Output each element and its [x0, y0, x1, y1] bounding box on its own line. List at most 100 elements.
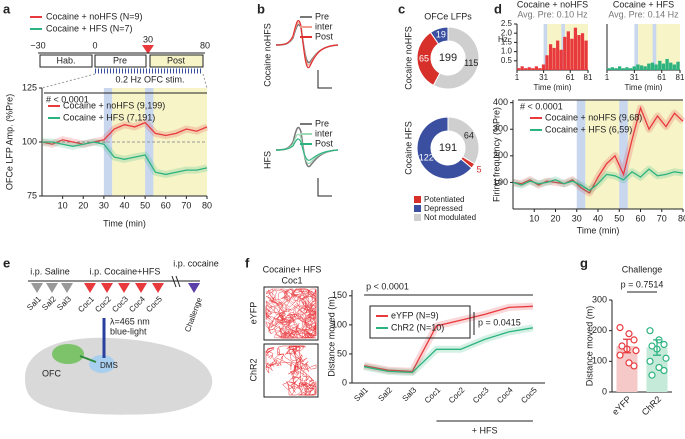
pie-total: 199: [439, 52, 457, 64]
row-label: Cocaine noHFS: [262, 23, 272, 87]
annotation: p = 0.0415: [478, 317, 521, 327]
legend-text: Cocaine + noHFS (9,199): [63, 100, 165, 110]
x-tick-label: 10: [529, 213, 539, 223]
histogram-bar: [545, 55, 549, 70]
legend-text: Pre: [315, 118, 329, 128]
hfs-marker: [142, 45, 154, 54]
x-tick-label: 80: [678, 213, 685, 223]
trajectory: [265, 288, 317, 339]
x-tick-label: Coc2: [447, 385, 467, 405]
legend-text: Not modulated: [424, 213, 476, 222]
row-label: Cocaine noHFS: [403, 26, 413, 90]
y-tick-label: 1.0: [501, 47, 513, 56]
data-point: [625, 330, 633, 338]
data-point: [630, 336, 638, 344]
session-label: Coc4: [127, 294, 147, 314]
break-mark: [175, 275, 181, 288]
histogram-bar: [520, 66, 524, 70]
pie-value-label: 122: [419, 153, 434, 163]
histogram-bar: [614, 68, 618, 70]
y-tick-label: 75: [27, 190, 37, 200]
histogram-bar: [617, 66, 622, 70]
chart-title: Challenge: [622, 264, 663, 274]
shaded-band: [576, 100, 586, 209]
histogram-bar: [628, 68, 633, 70]
track-session: Coc1: [281, 275, 302, 285]
legend-swatch: [414, 196, 421, 203]
histogram-bar: [531, 68, 535, 70]
histogram-bar: [661, 63, 666, 70]
legend-text: Cocaine + HFS (7,191): [63, 112, 155, 122]
y-axis-label: Distance moved (m): [584, 306, 594, 387]
panel-letter: e: [3, 255, 10, 270]
legend-text: Potentiated: [424, 195, 464, 204]
injection-marker: [101, 283, 113, 293]
x-tick-label: Coc5: [519, 385, 539, 405]
phase-box: [149, 54, 204, 68]
y-tick-label: 1.5: [501, 38, 513, 47]
data-point: [646, 357, 654, 365]
histogram-bar: [559, 49, 563, 70]
x-tick-label: Sal1: [352, 385, 370, 403]
annotation: # < 0.0001: [46, 94, 89, 104]
x-tick-label: 70: [657, 213, 667, 223]
y-axis-label: Distance moved (m): [326, 296, 336, 377]
histogram-bar: [534, 66, 538, 70]
y-tick-label: 125: [22, 82, 37, 92]
schematic-label: blue-light: [110, 326, 147, 336]
data-point: [616, 351, 624, 359]
phase-label: Post: [167, 55, 186, 65]
timeline-tick: 0: [92, 40, 97, 50]
histogram-bar: [517, 68, 521, 70]
histogram-bar: [584, 40, 588, 70]
shaded-band: [652, 24, 657, 70]
histogram-bar: [577, 35, 581, 70]
pie-value-label: 65: [419, 54, 429, 64]
annotation: + HFS: [472, 425, 498, 435]
chart-title: Cocaine + noHFS: [517, 0, 588, 9]
y-tick-label: 100: [22, 136, 37, 146]
histogram-bar: [548, 44, 553, 70]
chart-subtitle: Avg. Pre: 0.14 Hz: [608, 9, 679, 19]
panel-letter: d: [494, 1, 502, 16]
y-tick-label: 100: [332, 319, 347, 329]
chart-title: Cocaine + HFS: [613, 0, 674, 9]
data-point: [660, 340, 668, 349]
pie-value-label: 115: [464, 58, 478, 68]
session-label: Challenge: [183, 296, 204, 333]
legend-text: Post: [315, 31, 334, 41]
x-tick-label: Coc3: [471, 385, 491, 405]
y-tick-label: 0: [602, 386, 607, 396]
histogram-bar: [566, 31, 570, 70]
injection-marker: [152, 283, 164, 293]
histogram-bar: [538, 68, 542, 70]
x-tick-label: 20: [550, 213, 560, 223]
pie-segment: [416, 116, 473, 180]
legend-text: Pre: [315, 11, 329, 21]
histogram-bar: [610, 67, 614, 70]
timeline-tick: −30: [30, 40, 45, 50]
session-label: Coc3: [110, 294, 130, 314]
injection-marker: [61, 283, 73, 293]
x-tick-label: 80: [202, 200, 212, 210]
schematic-label: i.p. Cocaine+HFS: [90, 266, 161, 276]
x-tick-label: 40: [593, 213, 603, 223]
y-axis-label: Firing frequency (%Pre): [491, 107, 501, 202]
histogram-bar: [676, 61, 680, 70]
annotation: # < 0.0001: [520, 101, 563, 111]
series-line: [512, 168, 684, 192]
session-label: Coc2: [93, 294, 113, 314]
pie-segment: [447, 116, 480, 165]
row-label: eYFP: [248, 302, 258, 325]
session-label: Coc5: [144, 294, 164, 314]
x-axis-label: Time (min): [534, 83, 572, 92]
histogram-bar: [541, 64, 546, 70]
histogram-bar: [524, 68, 528, 70]
x-tick-label: Coc1: [423, 385, 443, 405]
trajectory: [265, 345, 317, 396]
histogram-bar: [665, 58, 669, 70]
row-label: ChR2: [248, 358, 258, 381]
annotation: p = 0.7514: [621, 279, 664, 289]
series-line: [363, 305, 533, 373]
data-point: [616, 324, 624, 332]
